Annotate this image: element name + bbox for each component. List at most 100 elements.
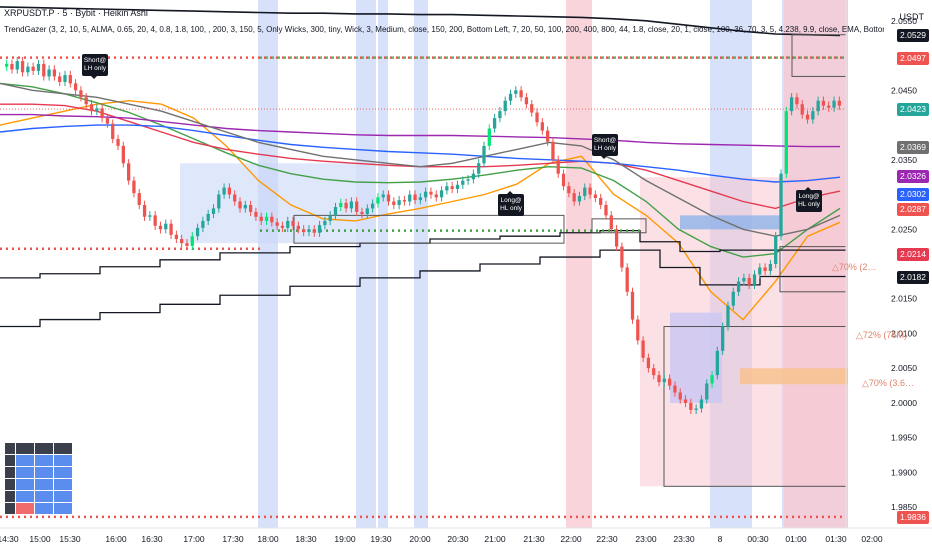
candle-155 bbox=[827, 101, 831, 112]
candle-body-108 bbox=[577, 195, 582, 202]
x-tick-9: 19:00 bbox=[334, 534, 356, 544]
candle-body-17 bbox=[95, 108, 99, 112]
candle-body-82 bbox=[439, 190, 444, 198]
candle-body-22 bbox=[121, 145, 125, 164]
candle-body-133 bbox=[710, 375, 714, 384]
candle-154 bbox=[821, 96, 826, 110]
candle-42 bbox=[227, 183, 232, 199]
x-tick-19: 8 bbox=[718, 534, 723, 544]
candle-body-111 bbox=[593, 194, 598, 198]
candle-69 bbox=[370, 199, 375, 213]
candle-body-89 bbox=[477, 163, 481, 174]
candle-35 bbox=[190, 232, 194, 251]
candle-body-153 bbox=[816, 100, 820, 112]
candle-body-71 bbox=[381, 194, 385, 198]
candle-124 bbox=[662, 374, 666, 387]
candle-108 bbox=[577, 191, 582, 206]
price-label-2: 2.0423 bbox=[897, 103, 929, 116]
x-tick-11: 20:00 bbox=[409, 534, 431, 544]
candle-28 bbox=[153, 211, 157, 230]
candle-body-121 bbox=[646, 357, 651, 369]
candle-body-40 bbox=[217, 194, 221, 209]
candle-148 bbox=[789, 93, 794, 116]
candle-109 bbox=[583, 183, 587, 201]
trend-table-cell bbox=[34, 442, 54, 455]
candle-16 bbox=[89, 100, 94, 116]
candle-36 bbox=[195, 223, 200, 241]
candle-body-62 bbox=[333, 207, 338, 216]
candle-body-37 bbox=[201, 220, 205, 228]
y-tick-7: 2.0000 bbox=[891, 398, 917, 408]
trend-table-cell bbox=[15, 478, 35, 491]
x-tick-20: 00:30 bbox=[747, 534, 769, 544]
candle-142 bbox=[758, 263, 762, 279]
trend-table-cell bbox=[4, 442, 16, 455]
signal-badge-1: Long@ HL only bbox=[498, 191, 524, 216]
currency-label: USDT bbox=[899, 12, 925, 22]
candle-body-11 bbox=[63, 75, 67, 82]
candle-body-132 bbox=[705, 383, 709, 400]
y-tick-9: 1.9900 bbox=[891, 467, 917, 477]
candle-12 bbox=[68, 70, 72, 88]
candle-8 bbox=[47, 65, 51, 81]
candle-138 bbox=[736, 277, 741, 296]
candle-body-101 bbox=[540, 122, 544, 131]
x-tick-22: 01:30 bbox=[825, 534, 847, 544]
session-zone-blue-3 bbox=[414, 0, 428, 528]
candle-body-38 bbox=[206, 213, 210, 221]
candle-6 bbox=[36, 59, 41, 76]
x-tick-2: 15:30 bbox=[59, 534, 81, 544]
candle-119 bbox=[636, 315, 640, 345]
trend-table-cell bbox=[15, 502, 35, 515]
candle-93 bbox=[498, 106, 502, 123]
trend-table-cell bbox=[34, 466, 54, 479]
candle-76 bbox=[408, 190, 412, 206]
candle-40 bbox=[217, 190, 221, 213]
candle-31 bbox=[169, 219, 173, 239]
candle-body-85 bbox=[455, 184, 460, 189]
trend-table-row bbox=[4, 466, 73, 479]
candle-body-9 bbox=[52, 69, 57, 77]
gray-ma-line bbox=[0, 82, 841, 237]
candle-86 bbox=[461, 176, 465, 189]
candle-body-100 bbox=[535, 112, 539, 123]
candle-body-83 bbox=[445, 186, 449, 191]
candle-body-34 bbox=[185, 243, 189, 246]
candle-body-72 bbox=[386, 194, 391, 202]
candle-114 bbox=[609, 211, 613, 234]
candle-64 bbox=[344, 198, 348, 213]
x-tick-17: 23:00 bbox=[635, 534, 657, 544]
candle-body-36 bbox=[195, 227, 200, 237]
candle-79 bbox=[424, 187, 428, 202]
candle-9 bbox=[52, 65, 57, 81]
black-upper-line bbox=[0, 6, 841, 37]
candle-29 bbox=[158, 221, 163, 234]
symbol-title[interactable]: XRPUSDT.P · 5 · Bybit · Heikin Ashi bbox=[4, 8, 148, 18]
indicator-legend[interactable]: TrendGazer (3, 2, 10, 5, ALMA, 0.65, 20,… bbox=[4, 25, 884, 34]
trend-table-cell bbox=[34, 454, 54, 467]
candle-body-91 bbox=[487, 128, 491, 146]
candle-18 bbox=[100, 104, 104, 123]
candle-44 bbox=[238, 197, 242, 213]
candle-126 bbox=[673, 381, 677, 397]
candle-7 bbox=[42, 59, 46, 81]
candle-147 bbox=[784, 106, 788, 178]
candle-body-114 bbox=[609, 215, 613, 230]
candle-83 bbox=[445, 182, 449, 195]
purple-ma-line bbox=[0, 113, 840, 148]
trend-table-cell bbox=[53, 478, 73, 491]
trend-table-cell bbox=[4, 454, 16, 467]
candle-body-117 bbox=[625, 267, 629, 292]
candle-99 bbox=[530, 100, 534, 117]
candle-135 bbox=[721, 322, 725, 356]
candle-body-123 bbox=[657, 375, 661, 383]
candle-1 bbox=[10, 59, 14, 74]
price-label-7: 2.0287 bbox=[897, 203, 929, 216]
candle-115 bbox=[614, 225, 619, 251]
x-tick-12: 20:30 bbox=[447, 534, 469, 544]
candle-103 bbox=[551, 137, 555, 164]
candle-body-51 bbox=[275, 222, 279, 226]
candle-body-115 bbox=[614, 229, 619, 247]
